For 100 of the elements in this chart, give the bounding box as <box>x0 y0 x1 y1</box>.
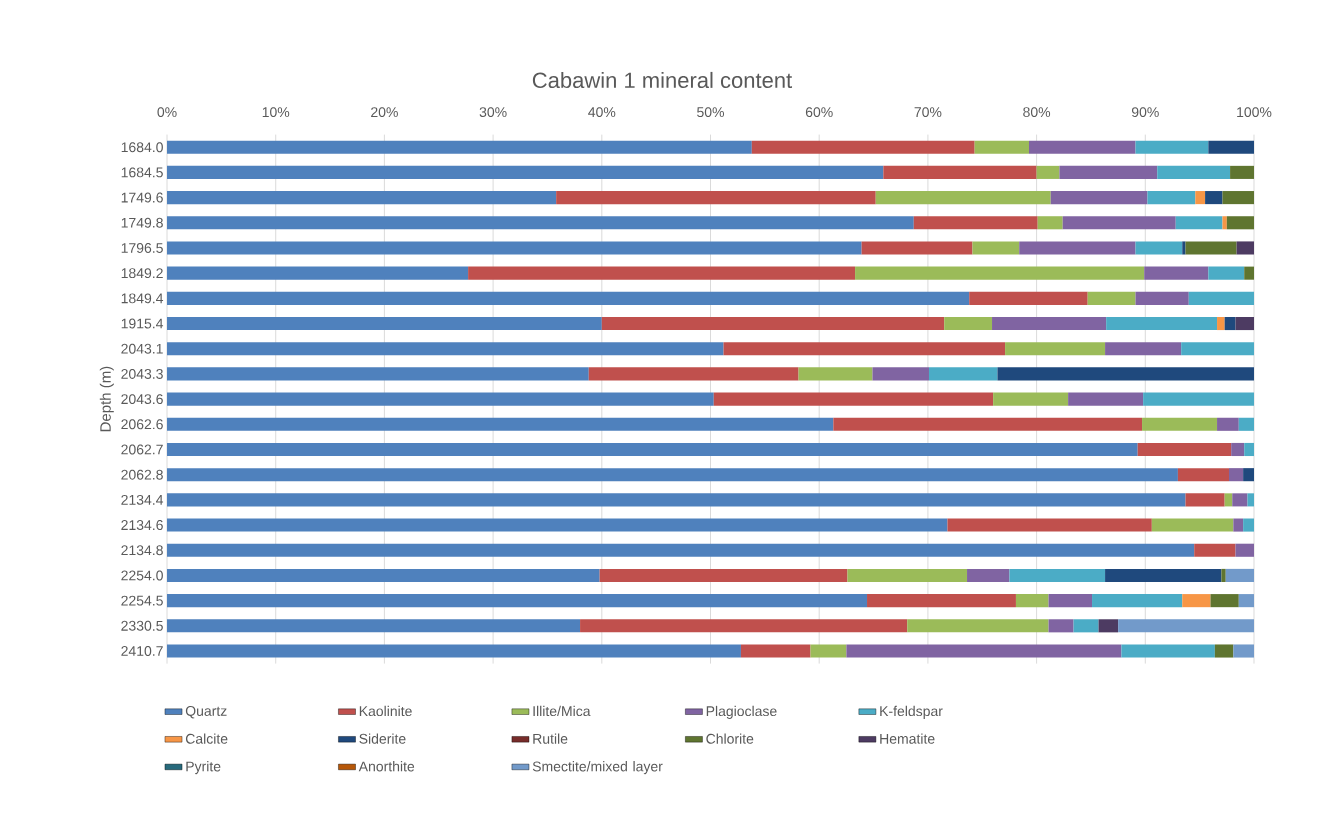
bar <box>974 140 1029 154</box>
bar <box>1214 644 1234 658</box>
bar <box>1028 140 1136 154</box>
bar <box>798 367 873 381</box>
bar <box>167 216 914 230</box>
bar <box>1235 543 1254 557</box>
legend-label: Hematite <box>880 733 935 744</box>
bar <box>1217 316 1225 331</box>
bar <box>1142 417 1218 431</box>
x-tick-label: 40% <box>588 107 616 118</box>
bar <box>1143 392 1254 406</box>
bar <box>1243 518 1254 532</box>
y-tick-label: 2134.4 <box>121 494 164 505</box>
x-tick-label: 30% <box>479 107 507 118</box>
bar <box>1185 493 1225 507</box>
bar <box>1185 241 1237 255</box>
bar <box>167 644 741 658</box>
bar <box>1208 140 1254 154</box>
bar <box>1224 493 1233 507</box>
bar <box>167 518 948 532</box>
legend-label: Plagioclase <box>706 705 777 719</box>
y-tick-label: 1749.6 <box>121 192 163 203</box>
bar <box>1087 291 1136 305</box>
y-tick-label: 2062.8 <box>121 469 163 480</box>
bar <box>1106 316 1218 331</box>
legend-label: Smectite/mixed layer <box>532 761 663 775</box>
bar <box>1147 191 1196 205</box>
bar <box>1157 165 1231 179</box>
bar <box>167 140 752 154</box>
y-tick-label: 2062.7 <box>121 444 163 455</box>
y-tick-label: 1684.0 <box>121 142 163 153</box>
y-axis-title: Depth (m) <box>99 366 114 432</box>
y-tick-label: 1849.4 <box>121 293 164 304</box>
bar <box>1233 644 1254 658</box>
x-tick-label: 0% <box>157 107 177 118</box>
bar <box>928 367 998 381</box>
legend-label: Pyrite <box>186 761 221 775</box>
bar <box>1195 191 1206 205</box>
bar <box>847 568 968 582</box>
bar <box>167 165 884 179</box>
bar <box>1222 216 1227 230</box>
y-tick-label: 2043.3 <box>121 368 163 379</box>
bar <box>907 619 1049 633</box>
bar <box>167 191 557 205</box>
y-tick-label: 1849.2 <box>121 268 163 279</box>
bar <box>1105 568 1222 582</box>
bar <box>1175 216 1223 230</box>
bar <box>1221 568 1226 582</box>
y-tick-label: 1915.4 <box>121 318 164 329</box>
bar <box>861 241 973 255</box>
y-tick-label: 1684.5 <box>121 167 163 178</box>
bar <box>1135 241 1183 255</box>
y-tick-label: 2134.6 <box>121 520 163 531</box>
y-tick-label: 1749.8 <box>121 217 163 228</box>
bar <box>1182 594 1211 608</box>
bar <box>1062 216 1176 230</box>
bar <box>810 644 847 658</box>
bar <box>1225 568 1254 582</box>
bar <box>1121 644 1215 658</box>
bar <box>1182 241 1186 255</box>
bar <box>167 266 469 280</box>
legend-label: Rutile <box>533 733 568 744</box>
bar <box>855 266 1145 280</box>
bar <box>1244 442 1254 457</box>
y-tick-label: 2254.0 <box>121 570 163 581</box>
bar <box>1230 165 1254 179</box>
bar <box>1037 216 1063 230</box>
bar <box>1137 442 1232 457</box>
bar <box>1177 468 1229 482</box>
bar <box>167 342 724 356</box>
legend-label: Kaolinite <box>359 705 412 717</box>
bar <box>167 468 1178 482</box>
legend-label: Illite/Mica <box>533 705 591 717</box>
bar <box>1231 442 1245 457</box>
bar <box>1135 140 1209 154</box>
bar <box>872 367 929 381</box>
bar <box>913 216 1038 230</box>
bar <box>1135 291 1189 305</box>
bar <box>1205 191 1223 205</box>
bar <box>556 191 876 205</box>
bar <box>167 619 581 633</box>
bar <box>167 568 600 582</box>
bar <box>944 316 993 331</box>
bar <box>972 241 1020 255</box>
bar <box>1208 266 1245 280</box>
x-tick-label: 70% <box>914 107 942 118</box>
bar <box>997 367 1254 381</box>
bar <box>1226 216 1254 230</box>
legend-label: Calcite <box>185 733 228 744</box>
y-tick-label: 2410.7 <box>121 646 163 656</box>
x-tick-label: 80% <box>1023 107 1051 118</box>
bar <box>846 644 1122 658</box>
bar <box>1247 493 1254 507</box>
x-tick-label: 100% <box>1237 107 1272 118</box>
bar <box>1098 619 1119 633</box>
bar <box>1222 191 1254 205</box>
bar <box>833 417 1143 431</box>
y-tick-label: 2330.5 <box>121 620 163 631</box>
bar <box>601 316 945 331</box>
y-tick-label: 2254.5 <box>121 595 163 606</box>
